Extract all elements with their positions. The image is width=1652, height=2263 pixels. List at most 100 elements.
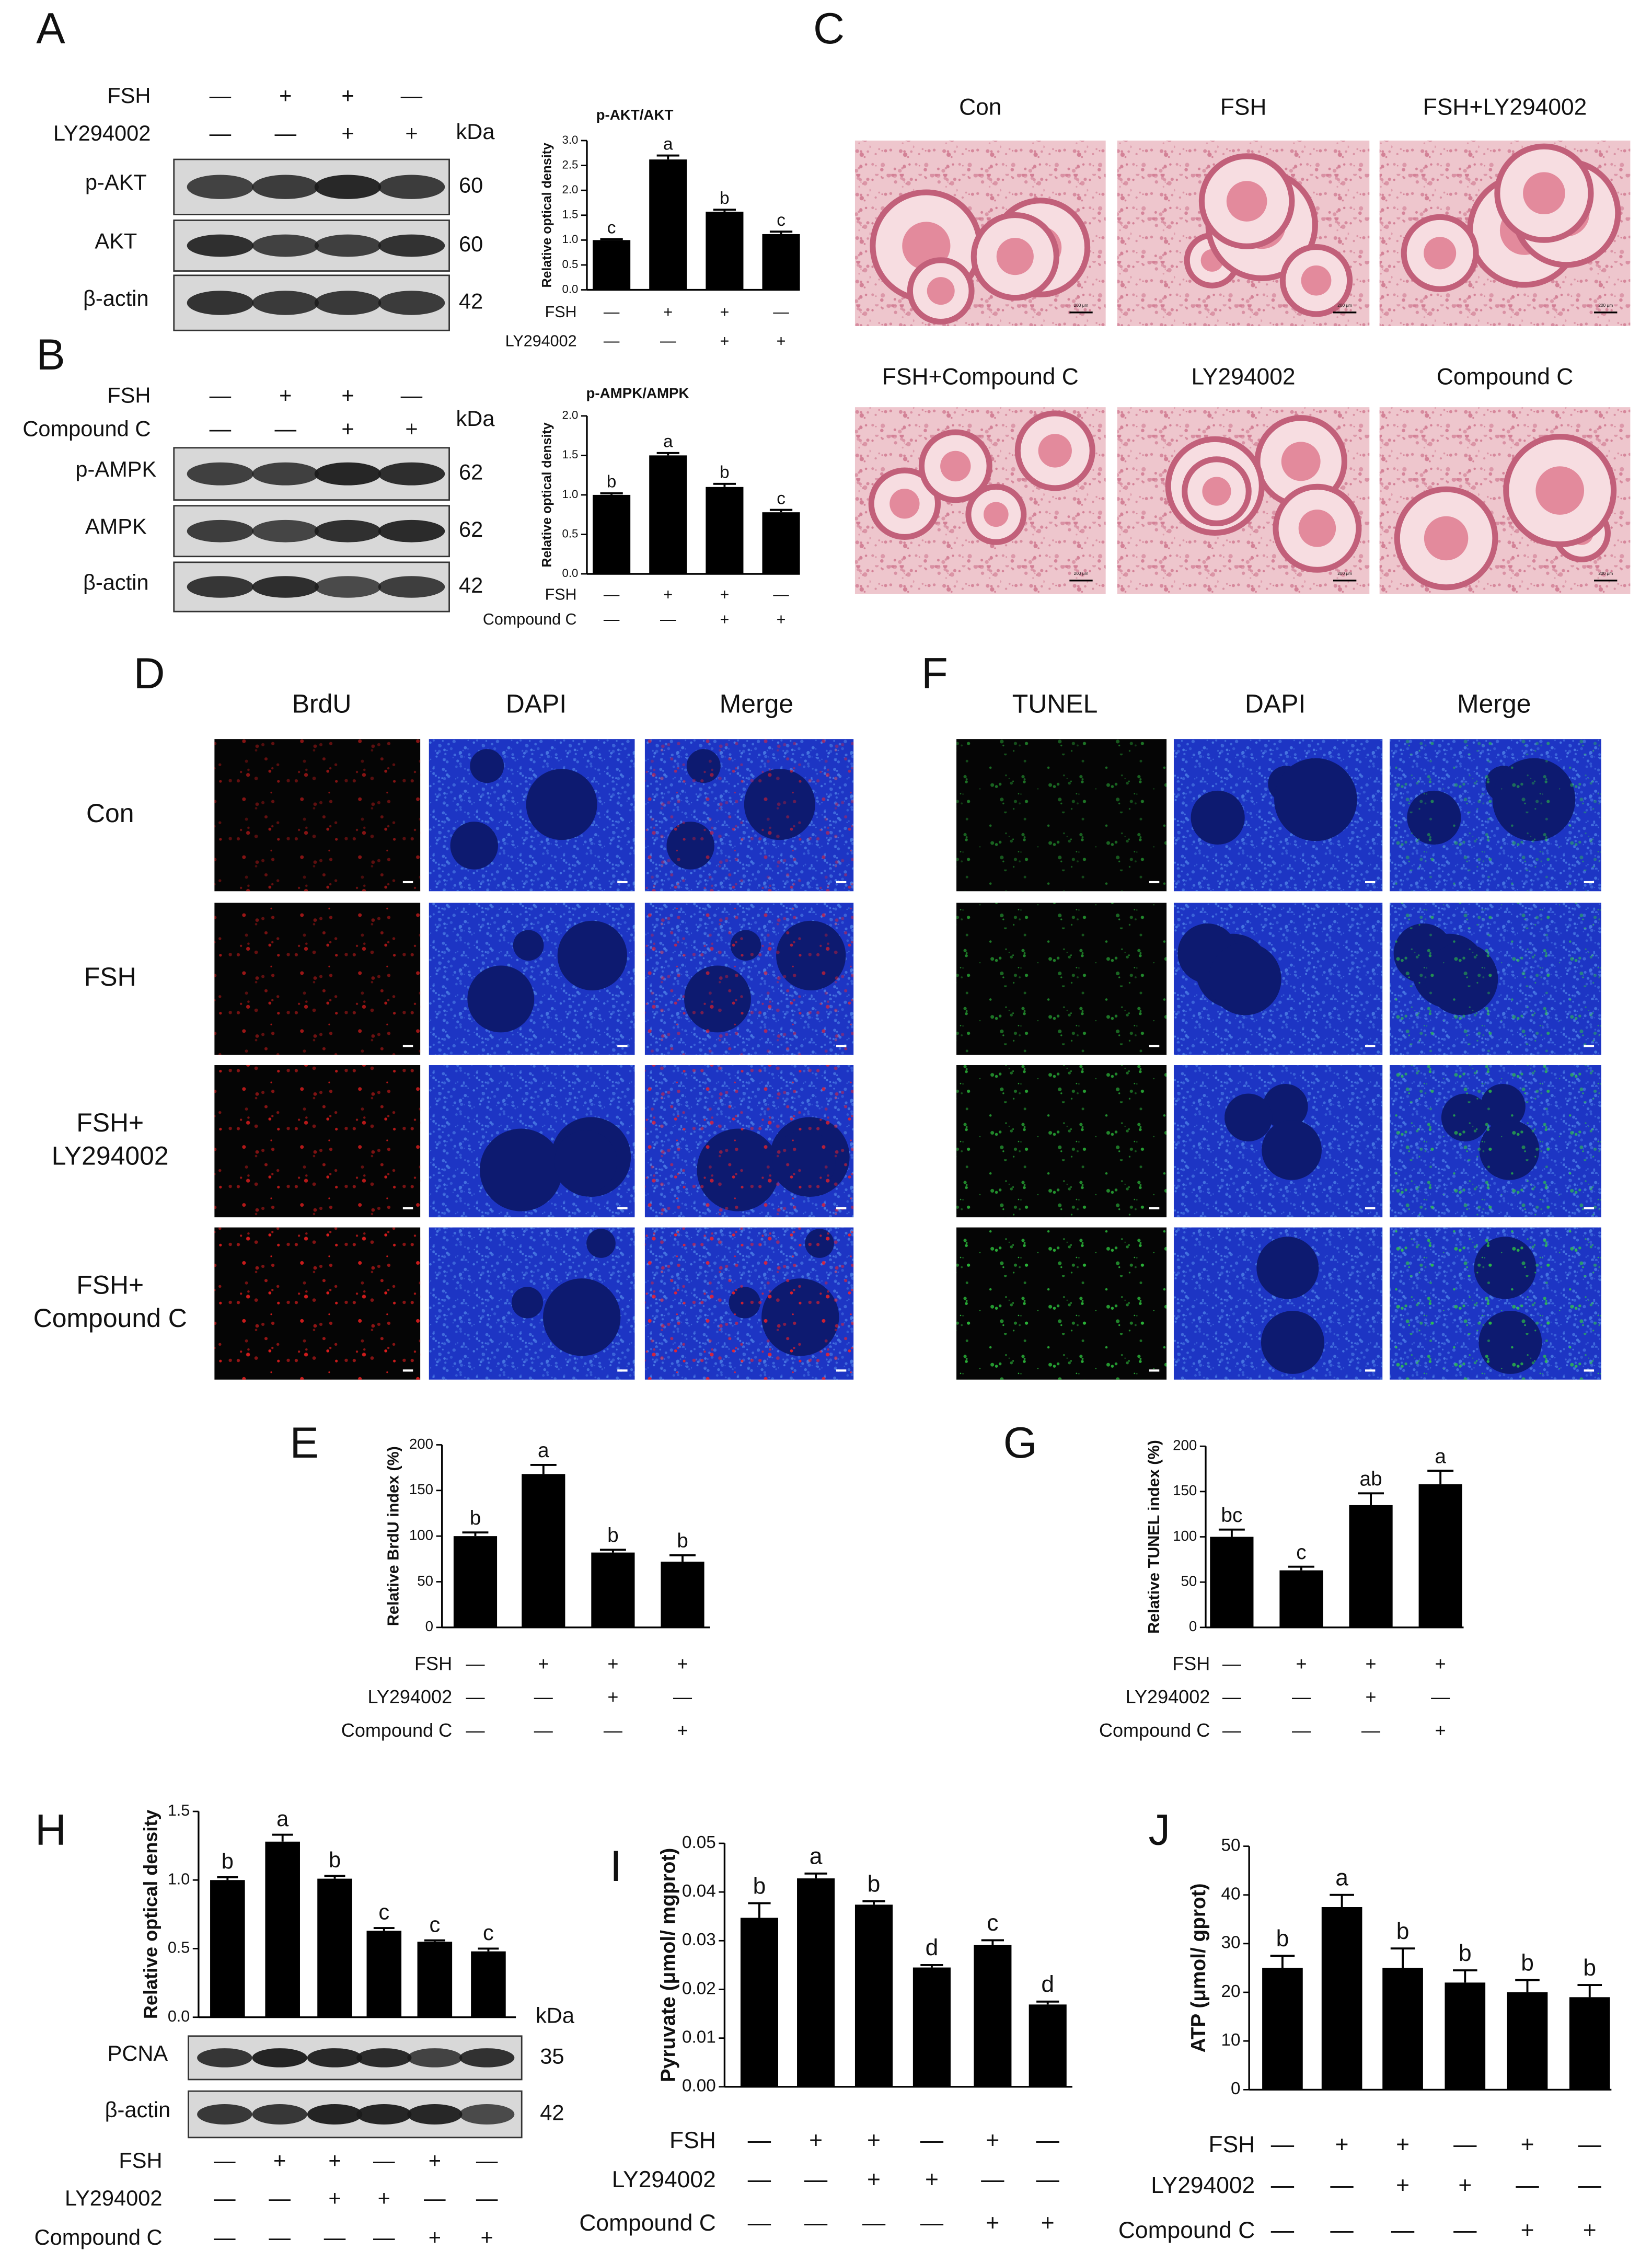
band-label: AMPK (85, 514, 147, 539)
condition-sign: — (210, 383, 232, 408)
condition-label: LY294002 (612, 2167, 716, 2192)
y-tick-label: 1.5 (562, 448, 579, 461)
condition-label: FSH (545, 303, 577, 321)
condition-label: FSH (1209, 2132, 1255, 2157)
blot-band (314, 234, 382, 257)
scale-bar (617, 1207, 628, 1209)
y-axis-label: ATP (μmol/ gprot) (1187, 1883, 1210, 2052)
significance-letter: b (720, 189, 730, 208)
condition-sign: — (401, 383, 423, 408)
blot-band (252, 462, 319, 486)
condition-sign: — (804, 2167, 828, 2192)
oocyte (1226, 181, 1267, 222)
condition-sign: + (720, 586, 729, 604)
scale-bar (402, 1207, 413, 1209)
error-bar (713, 482, 736, 487)
unit-label: kDa (456, 119, 495, 144)
error-bar (1427, 1470, 1454, 1485)
y-tick-label: 200 (1173, 1437, 1197, 1453)
signal-texture (956, 1065, 1167, 1218)
condition-sign: + (1041, 2210, 1055, 2236)
image-label: Compound C (1437, 364, 1573, 389)
blot-band (314, 519, 382, 542)
error-bar (981, 1939, 1004, 1945)
y-tick-label: 150 (1173, 1482, 1197, 1498)
oocyte (927, 277, 955, 305)
condition-sign: — (1453, 2218, 1477, 2243)
scale-bar (1069, 580, 1093, 582)
y-tick-label: 50 (1221, 1835, 1241, 1855)
band-label: β-actin (105, 2097, 171, 2122)
blot-band (197, 2104, 252, 2125)
condition-sign: — (1271, 2173, 1295, 2198)
y-tick-label: 0.02 (682, 1979, 716, 1998)
scale-bar (1149, 1045, 1160, 1047)
scale-bar (1584, 1207, 1595, 1209)
condition-sign: + (429, 2225, 441, 2249)
condition-sign: — (981, 2167, 1004, 2192)
condition-sign: — (476, 2186, 498, 2210)
panel-label: I (610, 1842, 622, 1890)
bar (706, 487, 744, 574)
panel-label: J (1148, 1806, 1170, 1854)
scale-bar (1365, 1369, 1376, 1372)
condition-sign: — (1453, 2132, 1477, 2157)
condition-sign: — (1516, 2173, 1539, 2198)
condition-sign: + (720, 332, 729, 350)
scale-bar (1584, 1045, 1595, 1047)
significance-letter: b (1521, 1950, 1534, 1976)
scale-bar-label: 200 μm (1598, 303, 1613, 308)
y-tick-label: 1.5 (562, 208, 579, 221)
blot-band (356, 2048, 412, 2068)
image-label: FSH+Compound C (882, 364, 1079, 389)
error-bar (600, 238, 623, 240)
y-tick-label: 0.5 (562, 527, 579, 540)
condition-sign: — (604, 1719, 623, 1741)
error-bar (656, 452, 679, 456)
scale-bar (1594, 311, 1618, 314)
condition-sign: + (1366, 1686, 1377, 1707)
oocyte (1202, 477, 1231, 506)
condition-label: FSH (107, 383, 151, 408)
condition-label: FSH (545, 586, 577, 604)
condition-sign: + (1296, 1653, 1307, 1674)
bar (1418, 1484, 1462, 1627)
column-header: BrdU (292, 689, 352, 719)
panel-label: B (36, 330, 65, 379)
band-label: β-actin (83, 570, 149, 594)
image-label: LY294002 (1192, 364, 1296, 389)
condition-sign: — (466, 1719, 485, 1741)
condition-label: LY294002 (53, 121, 151, 145)
condition-label: Compound C (1118, 2218, 1255, 2243)
condition-sign: — (1391, 2218, 1415, 2243)
unit-label: kDa (456, 406, 495, 431)
blot-band (314, 576, 382, 598)
scale-bar (402, 881, 413, 884)
error-bar (1515, 1979, 1540, 1993)
scale-bar (1584, 881, 1595, 884)
error-bar (600, 492, 623, 495)
bar (1210, 1537, 1254, 1627)
condition-sign: + (405, 417, 418, 441)
panel-label: F (921, 649, 948, 698)
condition-sign: + (663, 303, 673, 321)
condition-sign: + (1458, 2173, 1472, 2198)
follicle (467, 965, 535, 1033)
scale-bar (836, 881, 847, 884)
signal-texture (644, 903, 854, 1055)
bar (1279, 1570, 1323, 1627)
significance-letter: b (720, 463, 730, 482)
signal-texture (956, 1227, 1167, 1380)
y-tick-label: 0.5 (562, 258, 579, 271)
follicle (526, 769, 597, 840)
y-tick-label: 10 (1221, 2030, 1241, 2050)
bar (1507, 1992, 1548, 2090)
y-tick-label: 0 (1189, 1618, 1197, 1634)
signal-texture (956, 903, 1167, 1055)
significance-letter: a (1335, 1865, 1348, 1890)
condition-sign: — (274, 417, 296, 441)
significance-letter: b (1583, 1955, 1596, 1981)
oocyte (984, 502, 1009, 527)
y-tick-label: 1.0 (168, 1870, 190, 1888)
